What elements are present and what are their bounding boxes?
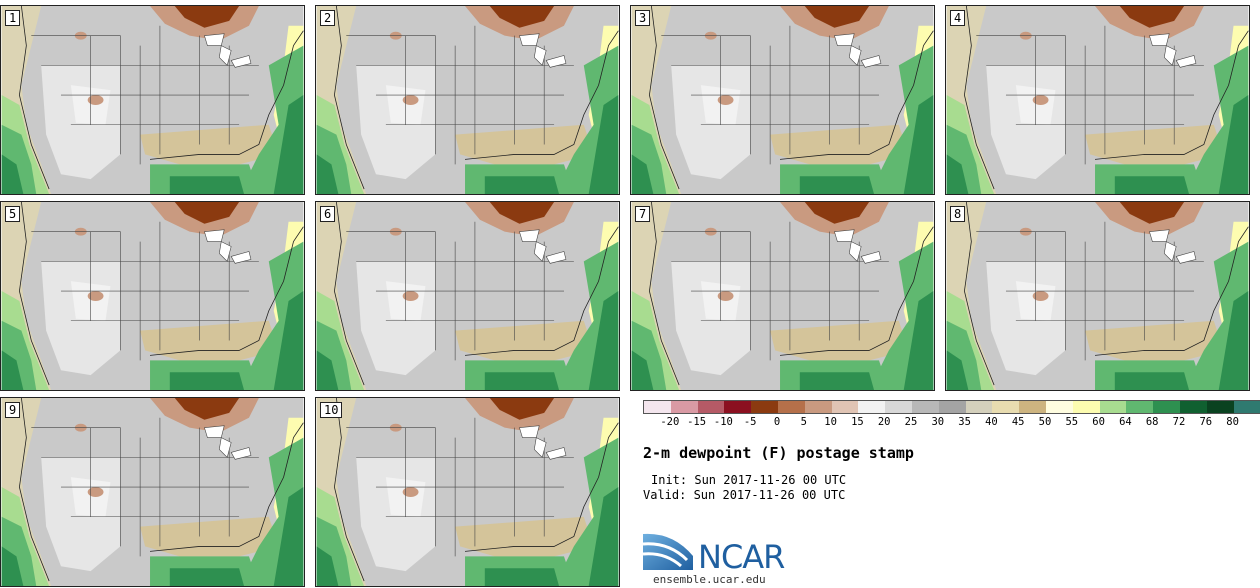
- dewpoint-map: [316, 202, 619, 390]
- colorbar-tick-label: 20: [877, 416, 891, 428]
- dewpoint-map: [316, 398, 619, 586]
- colorbar-swatch: [644, 401, 671, 413]
- dewpoint-map: [946, 202, 1249, 390]
- dewpoint-map: [1, 398, 304, 586]
- ncar-logo-icon: [643, 533, 693, 570]
- colorbar-tick-label: -20: [660, 416, 680, 428]
- colorbar-swatch: [1233, 401, 1260, 413]
- colorbar-swatch: [831, 401, 859, 413]
- panel-number: 3: [635, 10, 651, 26]
- map-panel: 8: [945, 201, 1250, 391]
- colorbar-tick-label: 50: [1038, 416, 1052, 428]
- map-panel: 9: [0, 397, 305, 587]
- colorbar-tick-label: 64: [1119, 416, 1132, 428]
- colorbar: [643, 400, 1260, 414]
- colorbar-tick-label: 76: [1199, 416, 1213, 428]
- panel-number: 1: [5, 10, 21, 26]
- colorbar-tick-label: 5: [800, 416, 807, 428]
- colorbar-tick-label: 25: [904, 416, 918, 428]
- colorbar-tick-label: 55: [1065, 416, 1079, 428]
- colorbar-ticks: -20 -15 -10 -5 0 5 10 15 20 25 30 35 40 45 50 55 60 64 68 7…: [633, 416, 1253, 430]
- site-url: ensemble.ucar.edu: [653, 573, 766, 586]
- map-panel: 5: [0, 201, 305, 391]
- colorbar-swatch: [777, 401, 805, 413]
- colorbar-tick-label: 15: [851, 416, 864, 428]
- chart-title: 2-m dewpoint (F) postage stamp: [643, 444, 914, 462]
- map-panel: 2: [315, 5, 620, 195]
- colorbar-swatch: [992, 401, 1020, 413]
- colorbar-swatch: [1072, 401, 1100, 413]
- map-panel: 6: [315, 201, 620, 391]
- colorbar-swatch: [858, 401, 886, 413]
- colorbar-swatch: [724, 401, 752, 413]
- panel-number: 10: [320, 402, 343, 418]
- panel-number: 8: [950, 206, 966, 222]
- map-panel: 3: [630, 5, 935, 195]
- panel-number: 5: [5, 206, 21, 222]
- panel-number: 7: [635, 206, 651, 222]
- colorbar-swatch: [1045, 401, 1073, 413]
- colorbar-tick-label: 60: [1092, 416, 1105, 428]
- colorbar-swatch: [1153, 401, 1180, 413]
- colorbar-swatch: [965, 401, 993, 413]
- colorbar-tick-label: -5: [743, 416, 757, 428]
- colorbar-tick-label: 68: [1145, 416, 1159, 428]
- colorbar-tick-label: 80: [1226, 416, 1239, 428]
- colorbar-swatch: [938, 401, 966, 413]
- dewpoint-map: [631, 6, 934, 194]
- colorbar-swatch: [751, 401, 778, 413]
- colorbar-tick-label: 45: [1011, 416, 1025, 428]
- colorbar-swatch: [697, 401, 725, 413]
- colorbar-tick-label: 0: [773, 416, 781, 428]
- colorbar-swatch: [911, 401, 939, 413]
- colorbar-swatch: [1099, 401, 1127, 413]
- colorbar-swatch: [1019, 401, 1046, 413]
- colorbar-tick-label: 35: [958, 416, 971, 428]
- map-panel: 4: [945, 5, 1250, 195]
- colorbar-swatch: [804, 401, 832, 413]
- panel-number: 6: [320, 206, 336, 222]
- panel-number: 2: [320, 10, 336, 26]
- valid-time: Valid: Sun 2017-11-26 00 UTC: [643, 488, 846, 502]
- dewpoint-map: [631, 202, 934, 390]
- colorbar-tick-label: 30: [931, 416, 945, 428]
- dewpoint-map: [946, 6, 1249, 194]
- colorbar-swatch: [1179, 401, 1207, 413]
- logo-text: NCAR: [698, 538, 785, 576]
- colorbar-tick-label: -15: [687, 416, 707, 428]
- colorbar-swatch: [670, 401, 698, 413]
- colorbar-swatch: [1206, 401, 1234, 413]
- dewpoint-map: [1, 202, 304, 390]
- colorbar-tick-label: -10: [713, 416, 733, 428]
- init-time: Init: Sun 2017-11-26 00 UTC: [651, 473, 847, 487]
- colorbar-tick-label: 10: [824, 416, 837, 428]
- colorbar-swatch: [1126, 401, 1154, 413]
- colorbar-tick-label: 72: [1172, 416, 1186, 428]
- panel-number: 4: [950, 10, 966, 26]
- dewpoint-map: [316, 6, 619, 194]
- dewpoint-map: [1, 6, 304, 194]
- colorbar-swatch: [885, 401, 912, 413]
- map-panel: 7: [630, 201, 935, 391]
- panel-number: 9: [5, 402, 21, 418]
- map-panel: 1: [0, 5, 305, 195]
- ncar-logo: [643, 530, 793, 574]
- map-panel: 10: [315, 397, 620, 587]
- colorbar-tick-label: 40: [985, 416, 998, 428]
